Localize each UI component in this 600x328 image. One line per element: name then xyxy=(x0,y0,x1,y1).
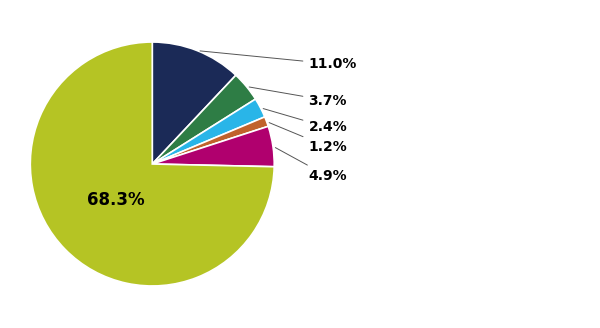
Text: 68.3%: 68.3% xyxy=(87,191,145,209)
Wedge shape xyxy=(152,117,268,164)
Wedge shape xyxy=(152,126,274,167)
Text: 1.2%: 1.2% xyxy=(269,123,347,154)
Text: 3.7%: 3.7% xyxy=(249,87,347,108)
Wedge shape xyxy=(152,75,256,164)
Wedge shape xyxy=(30,42,274,286)
Text: 11.0%: 11.0% xyxy=(200,51,357,71)
Wedge shape xyxy=(152,42,236,164)
Text: 2.4%: 2.4% xyxy=(263,109,347,134)
Text: 4.9%: 4.9% xyxy=(275,148,347,183)
Wedge shape xyxy=(152,99,265,164)
